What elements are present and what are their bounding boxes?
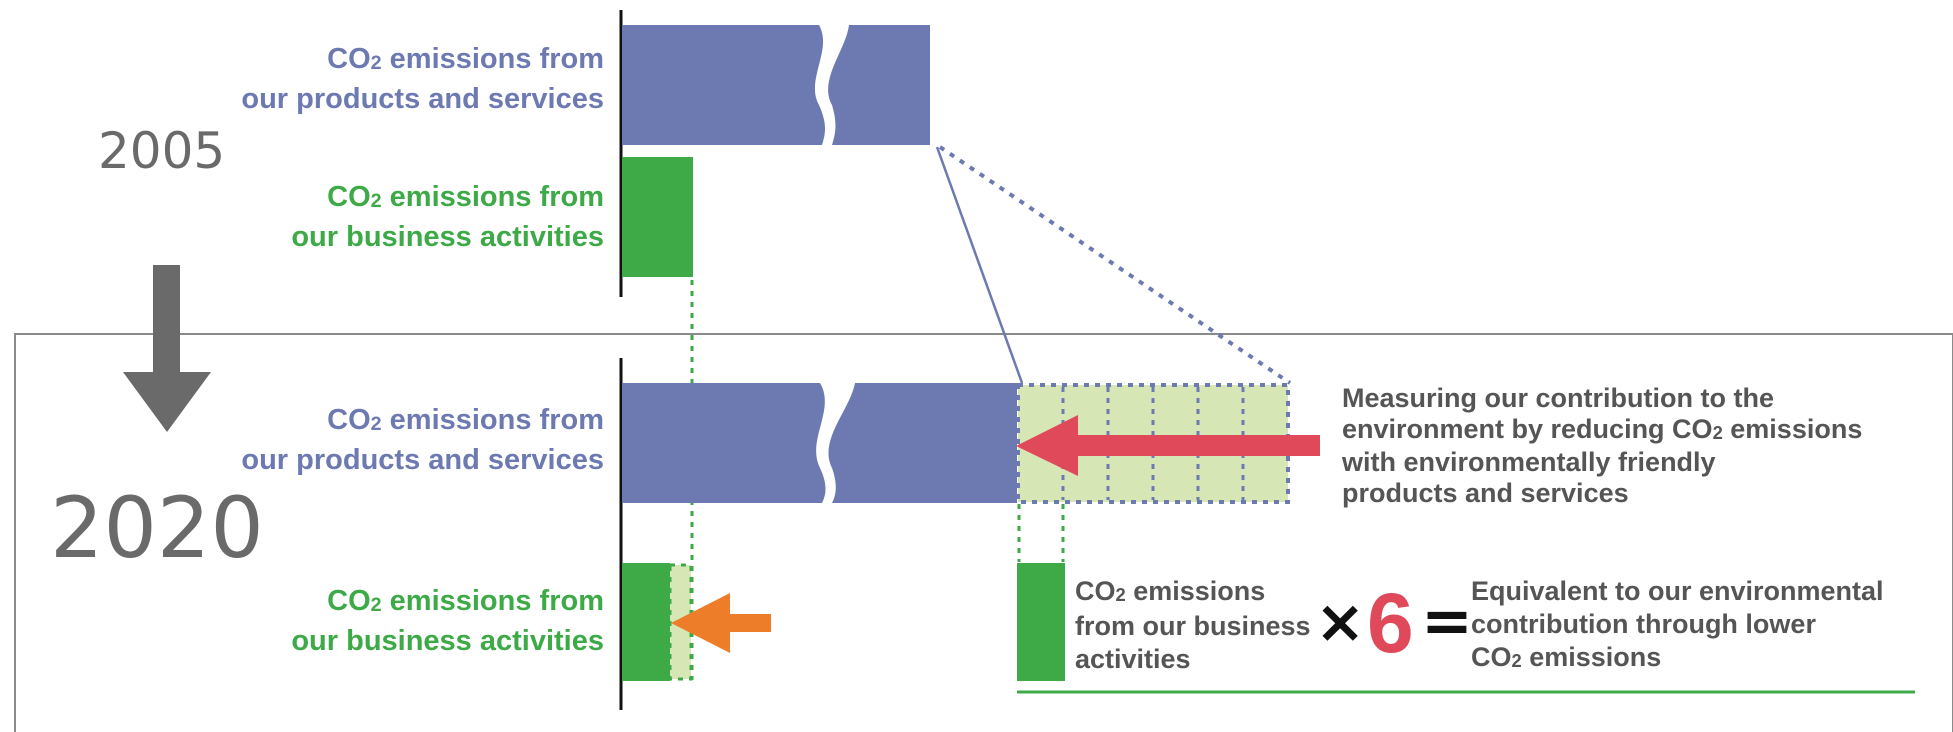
year-2020-label: 2020: [50, 479, 264, 577]
times-sign: ×: [1315, 587, 1366, 657]
reduction-arrow-red: [1016, 415, 1320, 476]
contribution-note: Measuring our contribution to the enviro…: [1342, 383, 1863, 508]
label-business-2020: CO2 emissions from our business activiti…: [291, 585, 604, 657]
equation-left-text: CO2 emissions from our business activiti…: [1075, 576, 1311, 674]
label-products-2005: CO2 emissions from our products and serv…: [241, 43, 604, 115]
bar-business-equivalent: [1017, 563, 1065, 681]
equals-sign: =: [1421, 584, 1473, 657]
bar-products-2020: [622, 383, 1017, 503]
label-products-2020: CO2 emissions from our products and serv…: [241, 404, 604, 476]
down-arrow: [123, 265, 211, 432]
equation-right-text: Equivalent to our environmental contribu…: [1471, 576, 1884, 672]
year-2005-label: 2005: [98, 122, 226, 180]
year-2020-frame: [14, 333, 1953, 732]
connector-dotted-line: [938, 145, 1292, 385]
bar-products-2005: [622, 25, 930, 145]
reduction-arrow-orange: [671, 593, 771, 653]
connector-solid-line: [935, 146, 1024, 384]
bar-business-2020: [622, 563, 670, 681]
bar-business-2005: [622, 157, 693, 277]
label-business-2005: CO2 emissions from our business activiti…: [291, 181, 604, 253]
multiplier-factor: 6: [1367, 576, 1414, 670]
